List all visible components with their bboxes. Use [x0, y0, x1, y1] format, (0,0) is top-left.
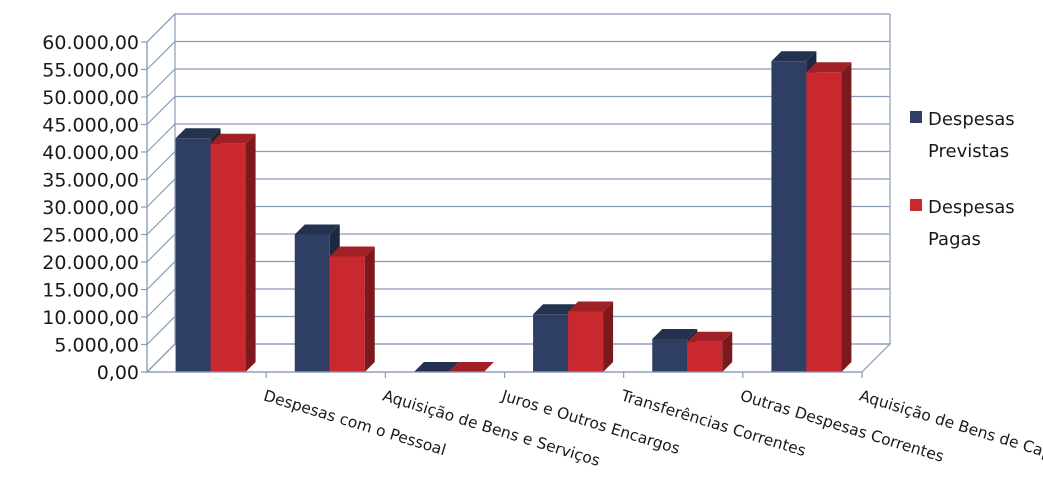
gridline [146, 40, 890, 70]
bar [568, 301, 614, 372]
gridline [146, 205, 890, 235]
bar-front [652, 339, 688, 372]
bar-top [533, 304, 579, 315]
bar [687, 331, 733, 372]
y-tick-label: 50.000,00 [42, 87, 139, 109]
bar [329, 246, 375, 372]
legend-label: Pagas [928, 229, 981, 250]
category-label: Aquisição de Bens de Capital [857, 387, 1043, 470]
bar-side [245, 133, 256, 372]
legend-item: Despesas Previstas [910, 109, 1015, 162]
bar-front [771, 61, 807, 372]
y-tick-label: 20.000,00 [42, 252, 139, 274]
bar [210, 133, 256, 372]
y-tick-label: 45.000,00 [42, 115, 139, 137]
bar-top [448, 362, 494, 372]
category-label: Outras Despesas Correntes [738, 387, 946, 466]
bar-front [210, 143, 246, 372]
gridline [146, 13, 890, 43]
bar-top [568, 301, 614, 312]
bar-front [687, 341, 723, 372]
bar [413, 362, 459, 372]
bar-side [603, 301, 614, 372]
bar-top [652, 329, 698, 339]
bar-top [175, 128, 221, 139]
bar-front [175, 138, 211, 372]
legend-swatch [910, 111, 922, 123]
bar-side [364, 246, 375, 372]
y-tick-label: 55.000,00 [42, 60, 139, 82]
bar-top [806, 62, 852, 73]
gridlines [146, 13, 890, 373]
legend-label: Despesas [928, 197, 1015, 218]
legend-swatch [910, 199, 922, 211]
category-label: Aquisição de Bens e Serviços [381, 387, 603, 470]
y-tick-label: 10.000,00 [42, 307, 139, 329]
y-tick-label: 15.000,00 [42, 280, 139, 302]
y-tick-label: 25.000,00 [42, 225, 139, 247]
legend-item: Despesas Pagas [910, 197, 1015, 250]
y-tick-label: 40.000,00 [42, 142, 139, 164]
y-tick-label: 0,00 [97, 362, 139, 384]
gridline [146, 178, 890, 208]
bar-top [294, 224, 340, 235]
y-tick-label: 60.000,00 [42, 32, 139, 54]
bar-front [533, 314, 569, 372]
bar [448, 362, 494, 372]
legend: Despesas Previstas Despesas Pagas [910, 109, 1015, 250]
bar-front [329, 256, 365, 372]
bar-top [210, 133, 256, 144]
legend-label: Previstas [928, 141, 1009, 162]
bar-side [841, 62, 852, 372]
bar-front [568, 311, 604, 372]
y-tick-label: 5.000,00 [54, 335, 139, 357]
gridline [146, 95, 890, 125]
gridline [146, 288, 890, 318]
bar-top [329, 246, 375, 257]
y-tick-label: 35.000,00 [42, 170, 139, 192]
y-tick-label: 30.000,00 [42, 197, 139, 219]
gridline [146, 150, 890, 180]
bar-front [294, 234, 330, 372]
gridline [146, 123, 890, 153]
gridline [146, 343, 890, 373]
y-axis: 0,00 5.000,00 10.000,00 15.000,00 20.000,00 2… [42, 32, 148, 384]
bar-top [413, 362, 459, 372]
bar-front [806, 72, 842, 372]
gridline [146, 233, 890, 263]
gridline [146, 315, 890, 345]
bar-side [722, 331, 733, 372]
gridline [146, 260, 890, 290]
bar [806, 62, 852, 372]
gridline [146, 68, 890, 98]
bar-top [771, 51, 817, 62]
bars [175, 51, 852, 372]
bar-top [687, 331, 733, 342]
legend-label: Despesas [928, 109, 1015, 130]
